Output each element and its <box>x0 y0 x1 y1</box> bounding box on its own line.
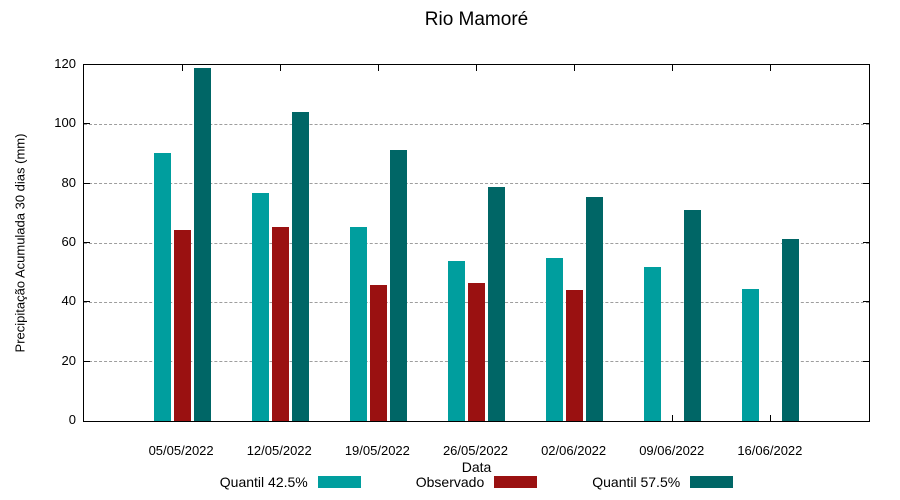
x-axis-title: Data <box>461 459 492 475</box>
bar-observado <box>271 226 289 421</box>
legend-label: Quantil 42.5% <box>219 474 308 490</box>
legend-entry: Quantil 42.5% <box>220 474 361 490</box>
x-tick-label: 05/05/2022 <box>148 443 214 458</box>
bar-quantil-42.5 <box>644 266 662 421</box>
x-tick-mark <box>476 65 477 71</box>
legend-swatch <box>690 476 734 488</box>
y-tick-label: 100 <box>54 115 76 131</box>
y-tick-mark <box>84 360 90 362</box>
bar-quantil-42.5 <box>546 257 564 421</box>
y-tick-mark <box>84 301 90 303</box>
y-tick-label: 120 <box>54 56 76 71</box>
bar-quantil-42.5 <box>251 192 269 421</box>
bar-quantil-57.5 <box>782 238 800 421</box>
bar-quantil-57.5 <box>193 67 211 421</box>
x-tick-mark <box>672 65 674 71</box>
y-tick-label: 20 <box>61 352 76 368</box>
x-tick-label: 12/05/2022 <box>246 443 312 458</box>
legend-entry: Observado <box>415 474 538 490</box>
bar-quantil-42.5 <box>153 152 171 421</box>
bar-observado <box>468 283 485 421</box>
x-tick-label: 19/05/2022 <box>344 443 410 458</box>
bar-quantil-42.5 <box>349 226 367 421</box>
x-tick-mark <box>181 65 183 71</box>
x-tick-mark <box>279 65 281 71</box>
legend-swatch <box>494 476 538 488</box>
x-tick-mark <box>672 415 674 421</box>
bar-observado <box>566 290 584 421</box>
y-tick-mark <box>84 242 90 243</box>
x-tick-label: 16/06/2022 <box>737 443 803 458</box>
gridline <box>84 242 869 244</box>
bar-quantil-57.5 <box>389 149 407 421</box>
y-tick-mark <box>863 301 869 303</box>
x-tick-label: 26/05/2022 <box>442 443 509 458</box>
y-tick-mark <box>863 242 869 243</box>
x-tick-label: 09/06/2022 <box>639 443 705 458</box>
y-tick-label: 60 <box>61 234 76 249</box>
y-tick-mark <box>84 123 90 125</box>
bar-quantil-57.5 <box>291 112 309 421</box>
y-tick-mark <box>84 182 90 184</box>
plot-area <box>83 64 870 422</box>
bar-observado <box>173 229 191 421</box>
x-tick-mark <box>770 65 772 71</box>
y-tick-label: 80 <box>61 174 76 190</box>
legend-swatch <box>317 476 361 488</box>
y-axis-title: Precipitação Acumulada 30 dias (mm) <box>12 133 28 353</box>
y-tick-mark <box>863 360 869 362</box>
legend-entry: Quantil 57.5% <box>592 474 734 490</box>
x-tick-mark <box>574 65 576 71</box>
y-tick-label: 40 <box>61 293 76 309</box>
legend-label: Observado <box>415 474 485 490</box>
y-tick-mark <box>863 123 869 125</box>
legend-label: Quantil 57.5% <box>592 474 681 490</box>
bar-quantil-57.5 <box>488 186 505 421</box>
y-tick-label: 0 <box>68 412 76 427</box>
legend: Quantil 42.5% Observado Quantil 57.5% <box>83 474 870 490</box>
bar-quantil-42.5 <box>448 260 465 421</box>
x-tick-mark <box>770 415 772 421</box>
gridline <box>84 183 869 185</box>
gridline <box>84 123 869 125</box>
chart-title: Rio Mamoré <box>424 9 529 30</box>
y-tick-mark <box>863 182 869 184</box>
bar-observado <box>369 284 387 421</box>
bar-quantil-57.5 <box>586 197 604 421</box>
bar-quantil-42.5 <box>742 288 760 421</box>
x-tick-label: 02/06/2022 <box>541 443 607 458</box>
bar-quantil-57.5 <box>684 210 702 421</box>
x-tick-mark <box>377 65 379 71</box>
